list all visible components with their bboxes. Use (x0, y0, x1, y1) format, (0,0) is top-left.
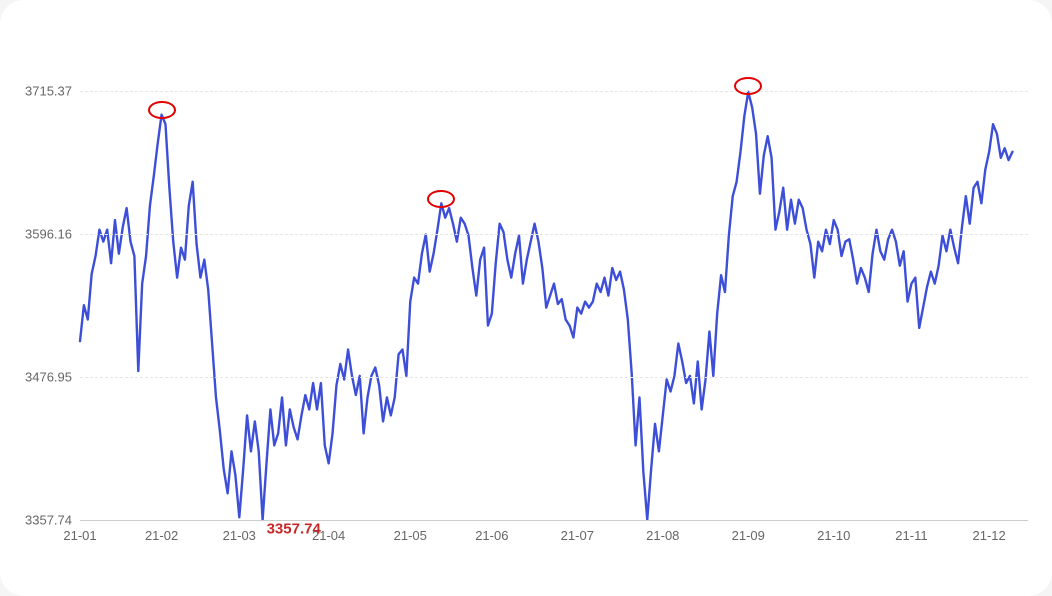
y-gridline (80, 377, 1028, 378)
y-gridline (80, 91, 1028, 92)
price-line (80, 92, 1012, 520)
y-gridline (80, 234, 1028, 235)
peak-marker-icon (734, 77, 762, 95)
y-axis-label: 3596.16 (25, 227, 80, 242)
line-chart-svg (80, 20, 1028, 520)
x-axis-label: 21-06 (475, 520, 508, 543)
peak-marker-icon (148, 101, 176, 119)
plot-area: 3357.743476.953596.163715.3721-0121-0221… (80, 20, 1028, 520)
x-axis-label: 21-08 (646, 520, 679, 543)
x-axis-label: 21-05 (394, 520, 427, 543)
x-axis-label: 21-02 (145, 520, 178, 543)
x-axis-label: 21-11 (895, 520, 927, 543)
x-axis-label: 21-12 (973, 520, 1006, 543)
x-axis-label: 21-03 (223, 520, 256, 543)
y-axis-label: 3476.95 (25, 370, 80, 385)
chart-card: 3357.74 3476.95 3596.16 3715.37 21-01 21-02 21… (0, 0, 1052, 596)
y-axis-label: 3715.37 (25, 84, 80, 99)
x-axis-label: 21-07 (561, 520, 594, 543)
peak-marker-icon (427, 190, 455, 208)
x-axis-label: 21-10 (817, 520, 850, 543)
low-value-annotation: 3357.74 (267, 521, 321, 538)
x-axis-label: 21-09 (732, 520, 765, 543)
x-axis-label: 21-01 (63, 520, 96, 543)
